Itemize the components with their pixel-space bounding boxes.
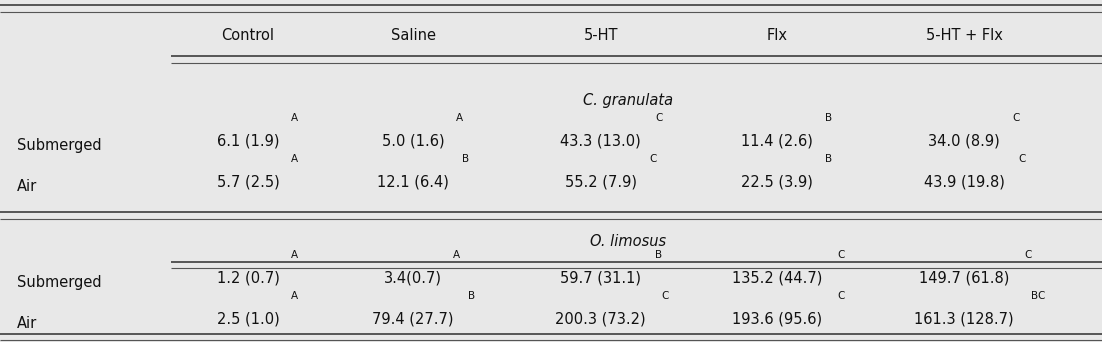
Text: B: B bbox=[655, 250, 662, 260]
Text: A: A bbox=[456, 113, 463, 123]
Text: C: C bbox=[1025, 250, 1033, 260]
Text: C: C bbox=[649, 154, 657, 164]
Text: 79.4 (27.7): 79.4 (27.7) bbox=[372, 311, 454, 326]
Text: B: B bbox=[468, 291, 475, 301]
Text: B: B bbox=[462, 154, 469, 164]
Text: Control: Control bbox=[222, 28, 274, 43]
Text: 5-HT: 5-HT bbox=[583, 28, 618, 43]
Text: Saline: Saline bbox=[391, 28, 435, 43]
Text: C: C bbox=[1018, 154, 1026, 164]
Text: C. granulata: C. granulata bbox=[583, 93, 673, 108]
Text: Air: Air bbox=[17, 316, 36, 331]
Text: 34.0 (8.9): 34.0 (8.9) bbox=[928, 133, 1001, 148]
Text: 135.2 (44.7): 135.2 (44.7) bbox=[732, 270, 822, 285]
Text: B: B bbox=[825, 154, 833, 164]
Text: 5.0 (1.6): 5.0 (1.6) bbox=[382, 133, 444, 148]
Text: 22.5 (3.9): 22.5 (3.9) bbox=[741, 174, 813, 189]
Text: A: A bbox=[291, 291, 298, 301]
Text: 193.6 (95.6): 193.6 (95.6) bbox=[732, 311, 822, 326]
Text: Air: Air bbox=[17, 179, 36, 194]
Text: A: A bbox=[291, 154, 298, 164]
Text: 59.7 (31.1): 59.7 (31.1) bbox=[560, 270, 641, 285]
Text: O. limosus: O. limosus bbox=[590, 234, 667, 249]
Text: 12.1 (6.4): 12.1 (6.4) bbox=[377, 174, 450, 189]
Text: C: C bbox=[661, 291, 669, 301]
Text: C: C bbox=[838, 250, 845, 260]
Text: Flx: Flx bbox=[766, 28, 788, 43]
Text: C: C bbox=[1013, 113, 1020, 123]
Text: 11.4 (2.6): 11.4 (2.6) bbox=[741, 133, 813, 148]
Text: C: C bbox=[838, 291, 844, 301]
Text: 43.9 (19.8): 43.9 (19.8) bbox=[923, 174, 1005, 189]
Text: 200.3 (73.2): 200.3 (73.2) bbox=[555, 311, 646, 326]
Text: BC: BC bbox=[1030, 291, 1045, 301]
Text: Submerged: Submerged bbox=[17, 275, 101, 290]
Text: Submerged: Submerged bbox=[17, 138, 101, 153]
Text: 161.3 (128.7): 161.3 (128.7) bbox=[915, 311, 1014, 326]
Text: 43.3 (13.0): 43.3 (13.0) bbox=[560, 133, 641, 148]
Text: 5-HT + Flx: 5-HT + Flx bbox=[926, 28, 1003, 43]
Text: 1.2 (0.7): 1.2 (0.7) bbox=[216, 270, 280, 285]
Text: 2.5 (1.0): 2.5 (1.0) bbox=[217, 311, 279, 326]
Text: 55.2 (7.9): 55.2 (7.9) bbox=[564, 174, 637, 189]
Text: A: A bbox=[291, 250, 298, 260]
Text: 6.1 (1.9): 6.1 (1.9) bbox=[217, 133, 279, 148]
Text: 3.4(0.7): 3.4(0.7) bbox=[385, 270, 442, 285]
Text: A: A bbox=[453, 250, 460, 260]
Text: C: C bbox=[655, 113, 662, 123]
Text: 149.7 (61.8): 149.7 (61.8) bbox=[919, 270, 1009, 285]
Text: B: B bbox=[825, 113, 833, 123]
Text: A: A bbox=[291, 113, 298, 123]
Text: 5.7 (2.5): 5.7 (2.5) bbox=[217, 174, 279, 189]
